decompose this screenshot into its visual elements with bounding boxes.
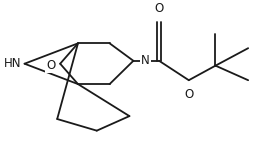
Text: O: O	[155, 2, 164, 15]
Text: HN: HN	[4, 57, 21, 70]
Text: O: O	[184, 88, 193, 101]
Text: N: N	[141, 54, 150, 67]
Text: O: O	[46, 59, 55, 72]
